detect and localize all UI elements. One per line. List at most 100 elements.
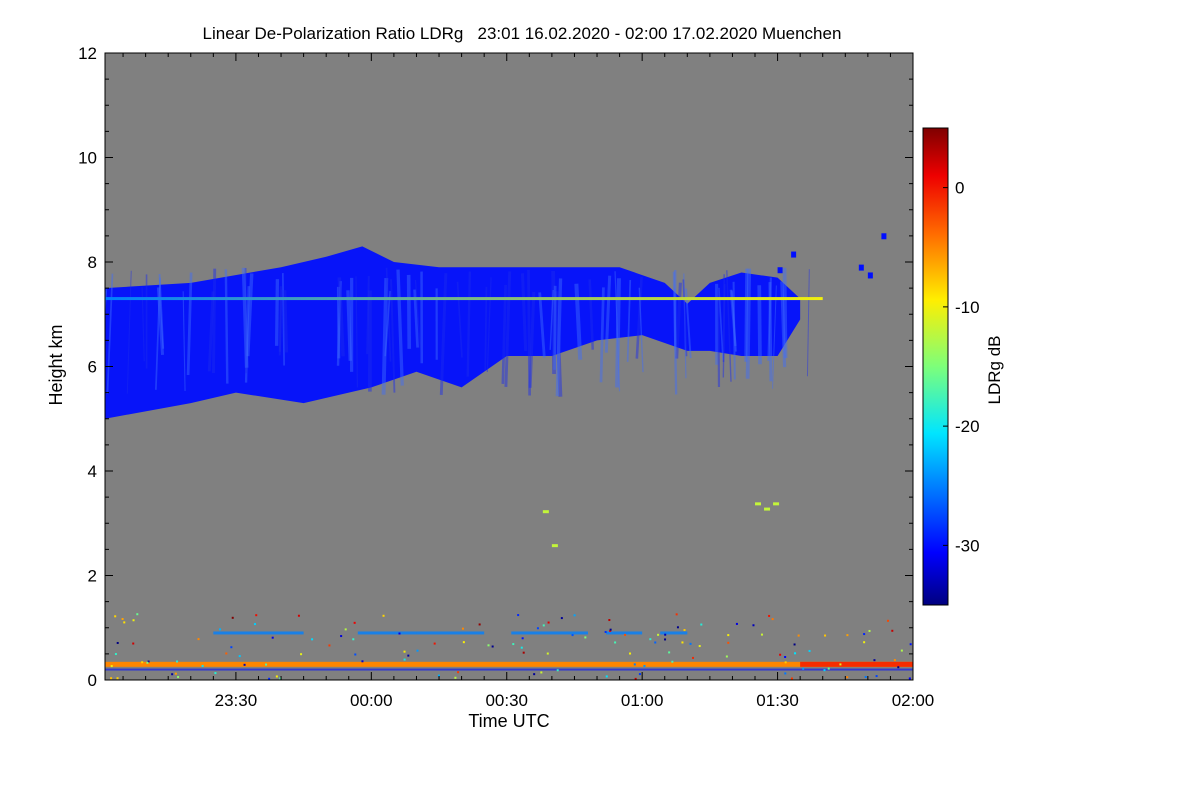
cloud-streak bbox=[717, 288, 721, 388]
cloud-streak bbox=[767, 277, 772, 361]
low-layer-segment bbox=[606, 631, 643, 635]
echo-speck bbox=[512, 643, 515, 646]
cloud-streak bbox=[520, 273, 528, 351]
cloud-streak bbox=[745, 268, 752, 379]
echo-speck bbox=[174, 672, 177, 675]
cloud-streak bbox=[241, 267, 249, 368]
cloud-streak bbox=[155, 277, 161, 390]
echo-speck bbox=[633, 663, 636, 666]
echo-speck bbox=[900, 649, 903, 652]
echo-speck bbox=[846, 676, 849, 679]
echo-speck bbox=[275, 675, 278, 678]
echo-speck bbox=[624, 633, 627, 636]
echo-speck bbox=[546, 652, 549, 655]
cloud-streak bbox=[672, 271, 678, 395]
cloud-streak bbox=[337, 277, 345, 357]
cloud-streak bbox=[186, 272, 193, 376]
colorbar-label: LDRg dB bbox=[985, 336, 1004, 405]
echo-speck bbox=[654, 641, 657, 644]
echo-speck bbox=[520, 646, 523, 649]
echo-speck bbox=[791, 251, 797, 258]
cloud-streak bbox=[126, 270, 132, 394]
echo-speck bbox=[864, 675, 867, 678]
cloud-streak bbox=[683, 273, 687, 379]
cloud-streak bbox=[772, 285, 777, 389]
echo-speck bbox=[268, 677, 271, 680]
cloud-streak bbox=[768, 282, 773, 382]
echo-speck bbox=[279, 677, 282, 680]
cloud-streak bbox=[224, 269, 229, 384]
echo-speck bbox=[300, 653, 303, 656]
echo-speck bbox=[340, 635, 343, 638]
echo-speck bbox=[243, 663, 246, 666]
echo-speck bbox=[121, 618, 124, 621]
echo-speck bbox=[219, 628, 222, 631]
echo-speck bbox=[760, 633, 763, 636]
echo-speck bbox=[146, 661, 149, 664]
echo-speck bbox=[671, 660, 674, 663]
echo-speck bbox=[605, 675, 608, 678]
chart-title: Linear De-Polarization Ratio LDRg 23:01 … bbox=[203, 24, 842, 43]
cloud-streak bbox=[682, 279, 688, 357]
cloud-streak bbox=[336, 281, 342, 366]
echo-speck bbox=[116, 641, 119, 644]
cloud-streak bbox=[282, 290, 289, 353]
echo-speck bbox=[521, 637, 524, 640]
cloud-streak bbox=[406, 274, 412, 349]
echo-speck bbox=[777, 267, 783, 274]
echo-speck bbox=[790, 677, 793, 680]
colorbar-tick-label: 0 bbox=[955, 179, 964, 198]
cloud-streak bbox=[456, 281, 463, 358]
echo-speck bbox=[868, 629, 871, 632]
echo-speck bbox=[664, 638, 667, 641]
near-surface-layer bbox=[105, 661, 913, 667]
echo-speck bbox=[353, 621, 356, 624]
echo-speck bbox=[675, 613, 678, 616]
low-layer-segment bbox=[357, 631, 417, 635]
echo-speck bbox=[692, 656, 695, 659]
echo-speck bbox=[403, 658, 406, 661]
echo-speck bbox=[201, 664, 204, 667]
cloud-streak bbox=[528, 291, 536, 388]
echo-speck bbox=[867, 272, 873, 279]
colorbar-axis: 0 -10 -20 -30 bbox=[943, 179, 980, 555]
echo-speck bbox=[634, 677, 637, 680]
y-tick-label: 8 bbox=[88, 253, 97, 272]
cloud-streak bbox=[466, 271, 472, 377]
echo-speck bbox=[461, 627, 464, 630]
echo-speck bbox=[547, 621, 550, 624]
echo-speck bbox=[176, 660, 179, 663]
echo-speck bbox=[725, 655, 728, 658]
cloud-streak bbox=[207, 291, 215, 372]
echo-speck bbox=[136, 613, 139, 616]
cloud-streak bbox=[574, 283, 583, 360]
echo-speck bbox=[454, 676, 457, 679]
echo-speck bbox=[700, 623, 703, 626]
cloud-streak bbox=[527, 269, 531, 396]
echo-speck bbox=[676, 626, 679, 629]
low-layer-segment bbox=[416, 631, 485, 635]
echo-speck bbox=[265, 663, 268, 666]
low-layer-segment bbox=[213, 631, 304, 635]
echo-speck bbox=[846, 634, 849, 637]
echo-speck bbox=[433, 642, 436, 645]
cloud-streak bbox=[588, 279, 595, 350]
echo-speck bbox=[609, 629, 612, 632]
cloud-streak bbox=[626, 279, 632, 362]
echo-speck bbox=[560, 617, 563, 620]
cloud-streak bbox=[212, 268, 217, 373]
cloud-streak bbox=[439, 273, 448, 396]
cloud-streak bbox=[782, 267, 788, 359]
echo-speck bbox=[873, 659, 876, 662]
echo-speck bbox=[808, 649, 811, 652]
echo-speck bbox=[403, 650, 406, 653]
cloud-streak bbox=[501, 284, 507, 384]
near-surface-layer-end bbox=[800, 661, 913, 667]
echo-speck bbox=[352, 638, 355, 641]
cloud-streak bbox=[278, 289, 283, 356]
echo-speck bbox=[897, 666, 900, 669]
echo-speck bbox=[863, 641, 866, 644]
echo-speck bbox=[116, 677, 119, 680]
cloud-streak bbox=[385, 267, 392, 362]
